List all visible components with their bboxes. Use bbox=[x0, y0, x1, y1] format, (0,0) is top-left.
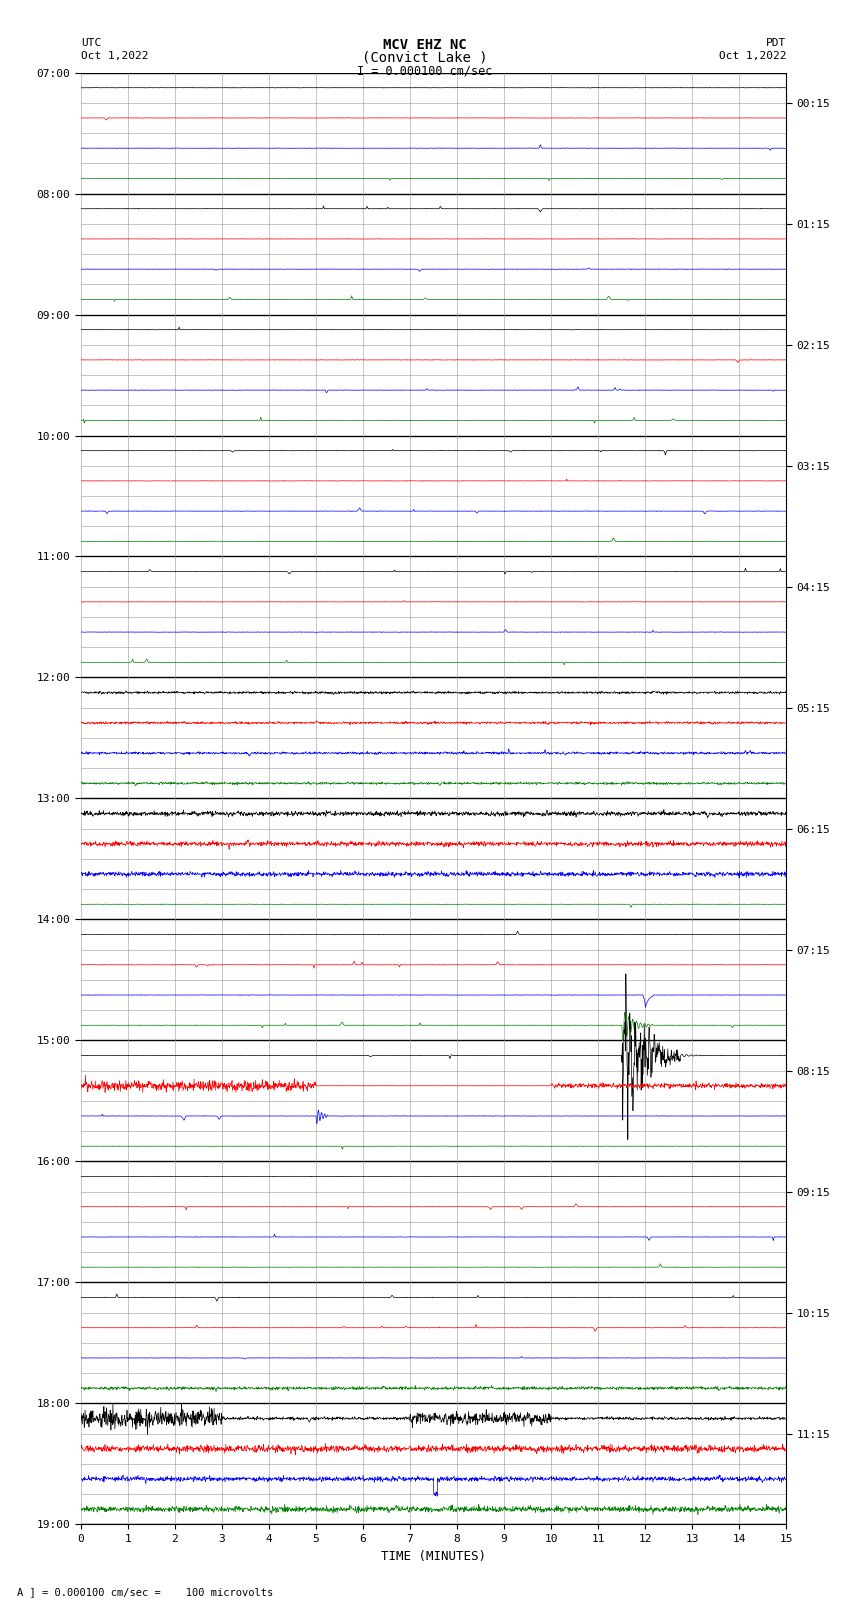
Text: I = 0.000100 cm/sec: I = 0.000100 cm/sec bbox=[357, 65, 493, 77]
Text: Oct 1,2022: Oct 1,2022 bbox=[719, 52, 786, 61]
Text: A ] = 0.000100 cm/sec =    100 microvolts: A ] = 0.000100 cm/sec = 100 microvolts bbox=[17, 1587, 273, 1597]
Text: MCV EHZ NC: MCV EHZ NC bbox=[383, 37, 467, 52]
Text: (Convict Lake ): (Convict Lake ) bbox=[362, 50, 488, 65]
Text: PDT: PDT bbox=[766, 39, 786, 48]
Text: Oct 1,2022: Oct 1,2022 bbox=[81, 52, 148, 61]
Text: UTC: UTC bbox=[81, 39, 101, 48]
X-axis label: TIME (MINUTES): TIME (MINUTES) bbox=[381, 1550, 486, 1563]
